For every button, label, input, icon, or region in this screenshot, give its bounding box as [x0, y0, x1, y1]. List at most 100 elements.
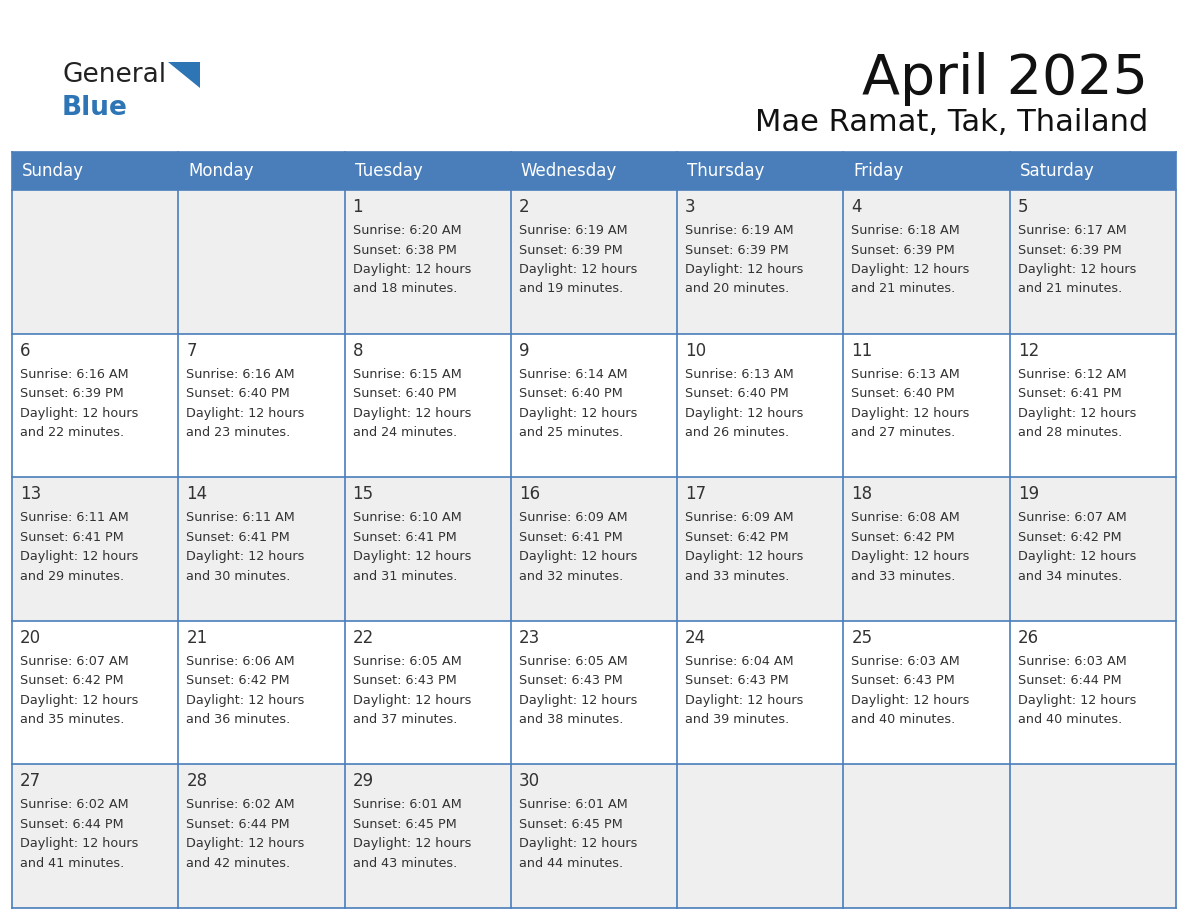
Text: and 30 minutes.: and 30 minutes.: [187, 570, 291, 583]
Text: Daylight: 12 hours: Daylight: 12 hours: [187, 550, 304, 564]
Bar: [677, 765, 843, 908]
Text: Sunset: 6:39 PM: Sunset: 6:39 PM: [685, 243, 789, 256]
Text: 19: 19: [1018, 486, 1038, 503]
Text: and 44 minutes.: and 44 minutes.: [519, 856, 623, 870]
Bar: [511, 333, 677, 477]
Text: and 39 minutes.: and 39 minutes.: [685, 713, 789, 726]
Text: Sunrise: 6:17 AM: Sunrise: 6:17 AM: [1018, 224, 1126, 237]
Bar: [677, 190, 843, 333]
Text: Sunset: 6:39 PM: Sunset: 6:39 PM: [20, 387, 124, 400]
Text: 8: 8: [353, 341, 364, 360]
Text: Sunset: 6:39 PM: Sunset: 6:39 PM: [852, 243, 955, 256]
Text: 20: 20: [20, 629, 42, 647]
Bar: [511, 190, 677, 333]
Text: 6: 6: [20, 341, 31, 360]
Bar: [178, 190, 345, 333]
Text: and 38 minutes.: and 38 minutes.: [519, 713, 624, 726]
Text: 29: 29: [353, 772, 374, 790]
Text: Daylight: 12 hours: Daylight: 12 hours: [1018, 550, 1136, 564]
Bar: [12, 333, 178, 477]
Text: Daylight: 12 hours: Daylight: 12 hours: [353, 694, 470, 707]
Text: Sunset: 6:40 PM: Sunset: 6:40 PM: [685, 387, 789, 400]
Text: Daylight: 12 hours: Daylight: 12 hours: [187, 407, 304, 420]
Text: 10: 10: [685, 341, 707, 360]
Bar: [345, 765, 511, 908]
Text: Sunrise: 6:11 AM: Sunrise: 6:11 AM: [20, 511, 128, 524]
Text: Daylight: 12 hours: Daylight: 12 hours: [20, 407, 138, 420]
Text: and 36 minutes.: and 36 minutes.: [187, 713, 291, 726]
Text: Sunrise: 6:02 AM: Sunrise: 6:02 AM: [187, 799, 295, 812]
Text: 23: 23: [519, 629, 541, 647]
Text: 3: 3: [685, 198, 696, 216]
Text: and 43 minutes.: and 43 minutes.: [353, 856, 457, 870]
Bar: [178, 333, 345, 477]
Text: and 32 minutes.: and 32 minutes.: [519, 570, 624, 583]
Text: Daylight: 12 hours: Daylight: 12 hours: [1018, 407, 1136, 420]
Text: Sunset: 6:43 PM: Sunset: 6:43 PM: [519, 675, 623, 688]
Text: and 37 minutes.: and 37 minutes.: [353, 713, 457, 726]
Bar: [511, 621, 677, 765]
Text: Daylight: 12 hours: Daylight: 12 hours: [187, 837, 304, 850]
Text: Sunset: 6:43 PM: Sunset: 6:43 PM: [685, 675, 789, 688]
Text: Sunrise: 6:01 AM: Sunrise: 6:01 AM: [519, 799, 627, 812]
Text: Daylight: 12 hours: Daylight: 12 hours: [519, 837, 637, 850]
Text: and 35 minutes.: and 35 minutes.: [20, 713, 125, 726]
Text: Daylight: 12 hours: Daylight: 12 hours: [519, 263, 637, 276]
Text: 14: 14: [187, 486, 208, 503]
Text: Mae Ramat, Tak, Thailand: Mae Ramat, Tak, Thailand: [754, 108, 1148, 137]
Text: 26: 26: [1018, 629, 1038, 647]
Bar: [677, 477, 843, 621]
Text: Sunset: 6:41 PM: Sunset: 6:41 PM: [20, 531, 124, 543]
Text: and 31 minutes.: and 31 minutes.: [353, 570, 457, 583]
Text: 5: 5: [1018, 198, 1029, 216]
Text: Daylight: 12 hours: Daylight: 12 hours: [519, 694, 637, 707]
Bar: [1010, 765, 1176, 908]
Bar: [12, 190, 178, 333]
Text: Sunset: 6:45 PM: Sunset: 6:45 PM: [353, 818, 456, 831]
Text: and 18 minutes.: and 18 minutes.: [353, 283, 457, 296]
Text: Sunrise: 6:15 AM: Sunrise: 6:15 AM: [353, 367, 461, 381]
Text: Sunset: 6:42 PM: Sunset: 6:42 PM: [187, 675, 290, 688]
Text: 22: 22: [353, 629, 374, 647]
Text: Daylight: 12 hours: Daylight: 12 hours: [685, 550, 803, 564]
Text: Daylight: 12 hours: Daylight: 12 hours: [20, 837, 138, 850]
Text: 25: 25: [852, 629, 872, 647]
Text: Sunrise: 6:01 AM: Sunrise: 6:01 AM: [353, 799, 461, 812]
Bar: [843, 477, 1010, 621]
Text: and 24 minutes.: and 24 minutes.: [353, 426, 456, 439]
Text: Sunset: 6:38 PM: Sunset: 6:38 PM: [353, 243, 456, 256]
Text: 30: 30: [519, 772, 541, 790]
Bar: [345, 477, 511, 621]
Text: Friday: Friday: [853, 162, 904, 180]
Text: Sunrise: 6:08 AM: Sunrise: 6:08 AM: [852, 511, 960, 524]
Text: Wednesday: Wednesday: [520, 162, 617, 180]
Text: Daylight: 12 hours: Daylight: 12 hours: [1018, 694, 1136, 707]
Text: Sunrise: 6:13 AM: Sunrise: 6:13 AM: [685, 367, 794, 381]
Bar: [12, 477, 178, 621]
Text: 7: 7: [187, 341, 197, 360]
Bar: [511, 765, 677, 908]
Text: Sunrise: 6:06 AM: Sunrise: 6:06 AM: [187, 655, 295, 667]
Text: Sunset: 6:45 PM: Sunset: 6:45 PM: [519, 818, 623, 831]
Text: Sunrise: 6:18 AM: Sunrise: 6:18 AM: [852, 224, 960, 237]
Text: and 41 minutes.: and 41 minutes.: [20, 856, 125, 870]
Bar: [1010, 477, 1176, 621]
Text: Daylight: 12 hours: Daylight: 12 hours: [353, 550, 470, 564]
Text: Sunrise: 6:03 AM: Sunrise: 6:03 AM: [1018, 655, 1126, 667]
Bar: [12, 152, 1176, 190]
Text: Sunrise: 6:03 AM: Sunrise: 6:03 AM: [852, 655, 960, 667]
Text: Sunrise: 6:20 AM: Sunrise: 6:20 AM: [353, 224, 461, 237]
Text: Daylight: 12 hours: Daylight: 12 hours: [519, 550, 637, 564]
Text: 2: 2: [519, 198, 530, 216]
Text: Sunset: 6:41 PM: Sunset: 6:41 PM: [519, 531, 623, 543]
Text: and 25 minutes.: and 25 minutes.: [519, 426, 624, 439]
Text: Daylight: 12 hours: Daylight: 12 hours: [852, 550, 969, 564]
Text: Thursday: Thursday: [687, 162, 765, 180]
Text: Blue: Blue: [62, 95, 128, 121]
Text: Daylight: 12 hours: Daylight: 12 hours: [685, 407, 803, 420]
Text: Sunrise: 6:02 AM: Sunrise: 6:02 AM: [20, 799, 128, 812]
Text: Daylight: 12 hours: Daylight: 12 hours: [852, 407, 969, 420]
Text: Sunset: 6:41 PM: Sunset: 6:41 PM: [1018, 387, 1121, 400]
Text: 13: 13: [20, 486, 42, 503]
Text: and 40 minutes.: and 40 minutes.: [852, 713, 955, 726]
